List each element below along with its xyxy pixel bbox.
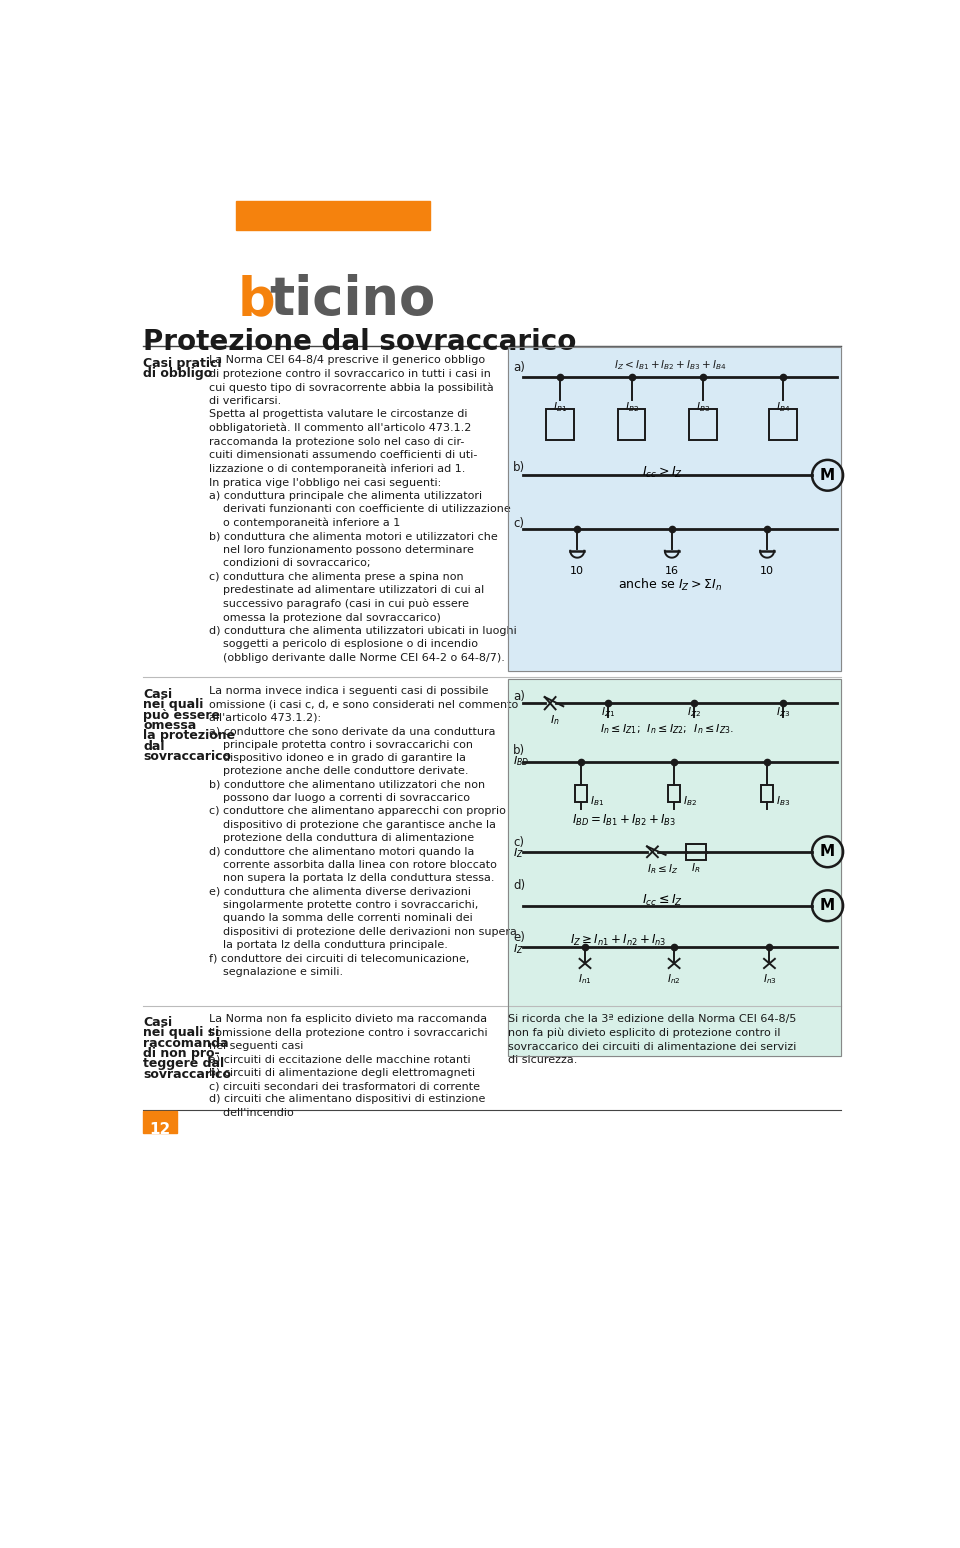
Text: b: b [238,274,276,327]
Text: $I_Z$: $I_Z$ [513,941,523,955]
Bar [668,785,681,802]
Text: 12: 12 [150,1122,171,1138]
Text: 10: 10 [760,567,774,576]
Bar [508,678,841,1056]
Text: 16: 16 [665,567,679,576]
Text: 10: 10 [570,567,585,576]
Bar [546,409,574,440]
Text: b): b) [513,745,525,757]
Text: Si ricorda che la 3ª edizione della Norma CEI 64-8/5
non fa più divieto esplicit: Si ricorda che la 3ª edizione della Norm… [508,1014,796,1065]
Text: $I_{B4}$: $I_{B4}$ [776,399,790,413]
Text: $I_{Z1}$: $I_{Z1}$ [601,704,615,718]
Text: M: M [820,467,835,483]
Text: $I_n \leq I_{Z1}$;  $I_n \leq I_{Z2}$;  $I_n \leq I_{Z3}$.: $I_n \leq I_{Z1}$; $I_n \leq I_{Z2}$; $I… [601,723,734,737]
Text: La Norma non fa esplicito divieto ma raccomanda
l'omissione della protezione con: La Norma non fa esplicito divieto ma rac… [209,1014,488,1118]
Bar [143,1111,178,1133]
Text: $I_{B3}$: $I_{B3}$ [777,794,790,808]
Text: $I_{B2}$: $I_{B2}$ [625,399,638,413]
Text: $I_Z$: $I_Z$ [513,847,523,861]
Text: $I_{n3}$: $I_{n3}$ [762,972,777,986]
Bar [508,347,841,670]
Text: $I_{n1}$: $I_{n1}$ [578,972,591,986]
Text: $I_R$: $I_R$ [691,861,701,875]
Text: Casi pratici: Casi pratici [143,356,222,370]
Text: Casi: Casi [143,687,173,701]
Text: $I_Z < I_{B1} + I_{B2} + I_{B3} + I_{B4}$: $I_Z < I_{B1} + I_{B2} + I_{B3} + I_{B4}… [614,358,727,372]
Text: $I_{n2}$: $I_{n2}$ [667,972,681,986]
Text: $I_{Z3}$: $I_{Z3}$ [776,704,790,718]
Text: sovraccarico: sovraccarico [143,1068,231,1081]
Text: d): d) [513,879,525,892]
Text: $I_{Z2}$: $I_{Z2}$ [686,704,701,718]
Bar [508,678,841,1056]
Text: c): c) [513,836,524,850]
Text: $I_{B1}$: $I_{B1}$ [553,399,567,413]
Text: M: M [820,844,835,859]
Bar [508,347,841,670]
Bar [761,785,774,802]
Bar [769,409,797,440]
Text: $I_{BD}$: $I_{BD}$ [513,754,529,768]
Bar [689,409,717,440]
Text: c): c) [513,517,524,529]
Text: ticino: ticino [270,274,436,327]
Text: $I_n$: $I_n$ [550,714,560,728]
Text: a): a) [513,361,525,375]
Bar [236,201,430,231]
Text: dal: dal [143,740,165,752]
Text: anche se $I_Z > \Sigma I_n$: anche se $I_Z > \Sigma I_n$ [618,577,722,593]
Text: di non pro-: di non pro- [143,1046,220,1060]
Text: $I_Z \geq I_{n1} + I_{n2} + I_{n3}$: $I_Z \geq I_{n1} + I_{n2} + I_{n3}$ [569,932,666,947]
Text: sovraccarico: sovraccarico [143,751,231,763]
Text: La norma invece indica i seguenti casi di possibile
omissione (i casi c, d, e so: La norma invece indica i seguenti casi d… [209,686,518,977]
Text: $I_{cc} \leq I_Z$: $I_{cc} \leq I_Z$ [642,893,683,907]
Bar [617,409,645,440]
Text: $I_R \leq I_Z$: $I_R \leq I_Z$ [647,862,679,876]
Text: nei quali si: nei quali si [143,1026,220,1039]
Text: nei quali: nei quali [143,698,204,711]
Text: M: M [820,898,835,913]
Text: Protezione dal sovraccarico: Protezione dal sovraccarico [143,328,577,356]
Text: La Norma CEI 64-8/4 prescrive il generico obbligo
di protezione contro il sovrac: La Norma CEI 64-8/4 prescrive il generic… [209,354,516,663]
Text: b): b) [513,461,525,474]
Text: $I_{B1}$: $I_{B1}$ [590,794,605,808]
Text: $I_{B2}$: $I_{B2}$ [684,794,697,808]
Text: e): e) [513,930,525,944]
Text: può essere: può essere [143,709,220,721]
Text: omessa: omessa [143,718,197,732]
Text: di obbligo: di obbligo [143,367,212,379]
Bar [685,844,706,859]
Text: raccomanda: raccomanda [143,1037,228,1050]
Text: Casi: Casi [143,1015,173,1029]
Text: a): a) [513,690,525,703]
Text: $I_{BD} = I_{B1} + I_{B2} + I_{B3}$: $I_{BD} = I_{B1} + I_{B2} + I_{B3}$ [572,813,676,828]
Bar [575,785,588,802]
Text: $I_{B3}$: $I_{B3}$ [696,399,709,413]
Text: teggere dal: teggere dal [143,1057,225,1070]
Text: $I_{cc} > I_Z$: $I_{cc} > I_Z$ [642,464,683,480]
Text: la protezione: la protezione [143,729,235,743]
